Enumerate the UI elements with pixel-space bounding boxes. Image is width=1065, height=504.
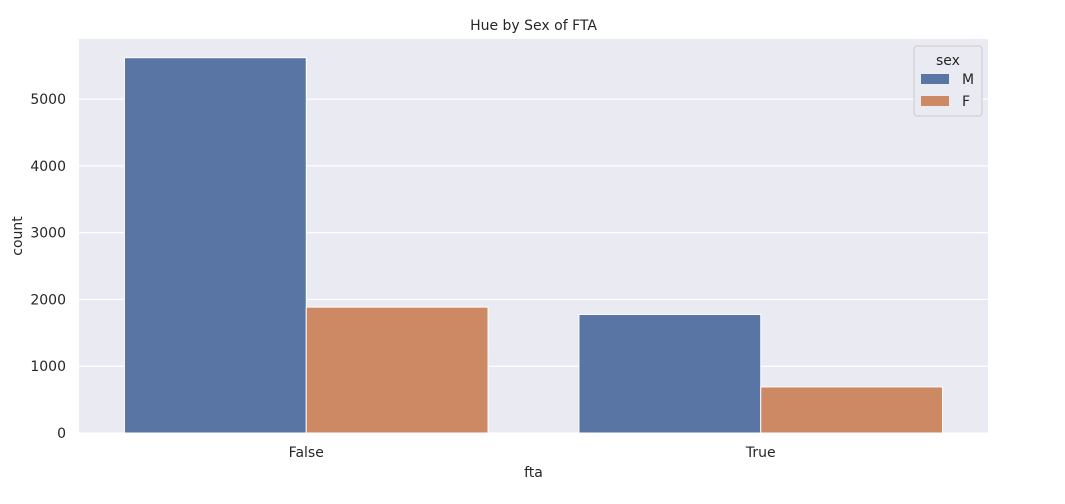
legend-title: sex [936,53,960,69]
bar-true-f [760,386,944,434]
y-axis-label: count [10,216,26,256]
legend-swatch-f [921,96,949,106]
bars [123,57,944,434]
y-tick-label: 2000 [30,292,66,308]
legend-label-f: F [962,94,970,110]
y-ticks: 0 1000 2000 3000 4000 5000 [30,92,66,442]
y-tick-label: 5000 [30,92,66,108]
legend-items: MF [921,72,974,110]
x-ticks: False True [289,445,776,461]
x-tick-label: True [745,445,776,461]
y-tick-label: 3000 [30,226,66,242]
y-tick-label: 4000 [30,159,66,175]
bar-false-m [123,57,307,434]
legend-label-m: M [962,72,974,88]
bar-true-m [578,313,762,434]
y-tick-label: 1000 [30,359,66,375]
legend: sex MF [913,45,983,117]
legend-swatch-m [921,74,949,84]
x-tick-label: False [289,445,324,461]
bar-false-f [305,306,489,434]
y-tick-label: 0 [57,426,66,442]
x-axis-label: fta [524,465,543,481]
chart-title: Hue by Sex of FTA [470,18,597,34]
